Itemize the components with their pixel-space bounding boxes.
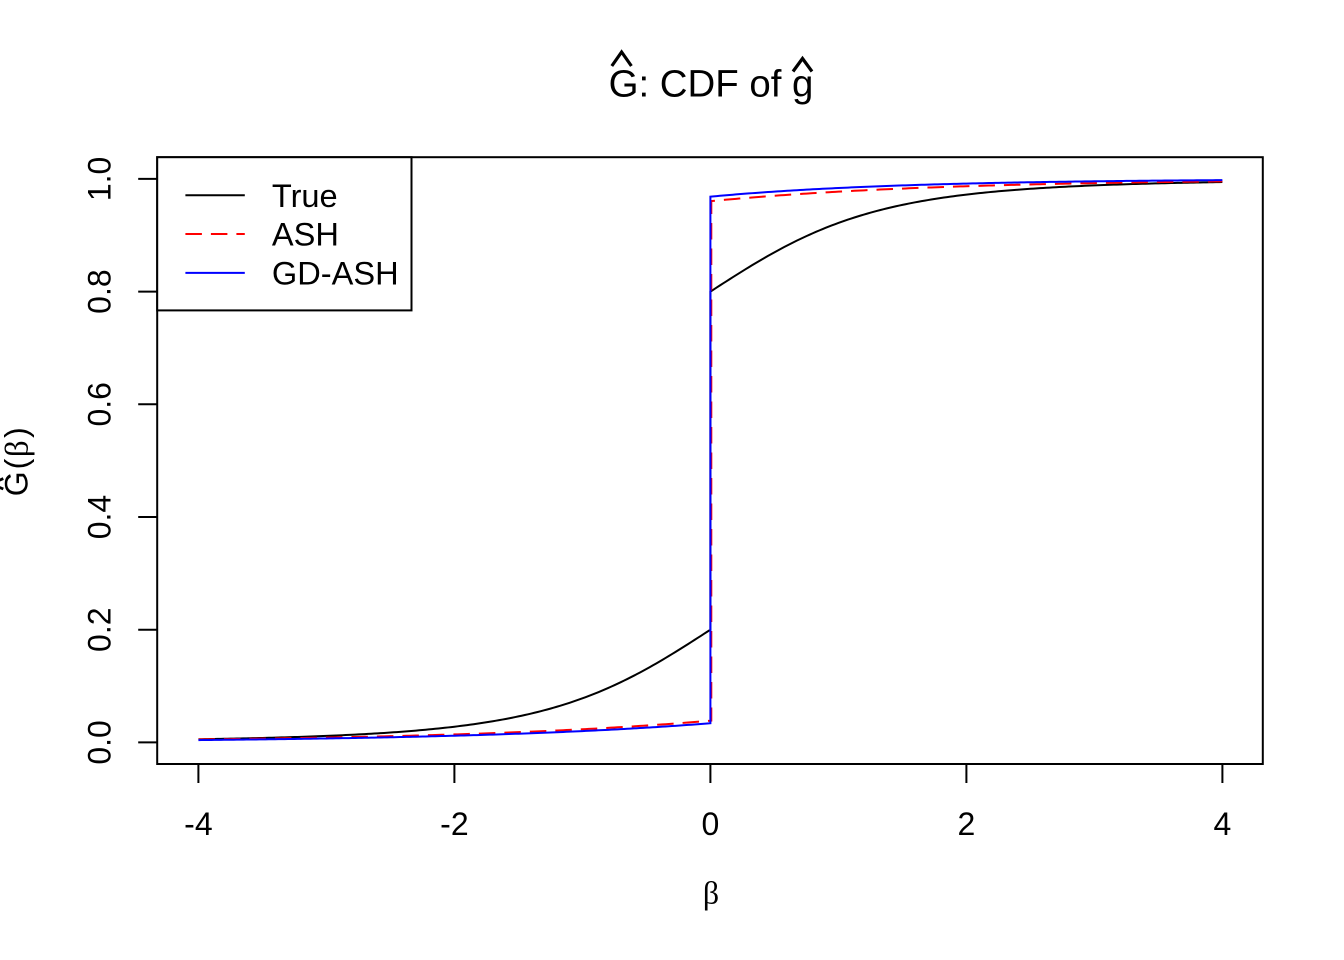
svg-text:(: (	[0, 458, 34, 469]
svg-text:G: CDF of g: G: CDF of g	[609, 63, 814, 106]
svg-text:-2: -2	[440, 806, 468, 842]
svg-text:0.2: 0.2	[82, 607, 118, 651]
svg-text:β: β	[0, 440, 35, 457]
svg-text:1.0: 1.0	[82, 157, 118, 201]
svg-text:ASH: ASH	[272, 216, 339, 253]
svg-text:0.8: 0.8	[82, 269, 118, 313]
svg-text:G: G	[0, 471, 34, 496]
svg-text:-4: -4	[184, 806, 212, 842]
svg-text:0: 0	[702, 806, 720, 842]
svg-text:): )	[0, 427, 34, 438]
svg-text:4: 4	[1214, 806, 1232, 842]
svg-text:GD-ASH: GD-ASH	[272, 255, 399, 292]
svg-text:0.0: 0.0	[82, 720, 118, 764]
svg-text:0.4: 0.4	[82, 495, 118, 539]
svg-text:2: 2	[958, 806, 976, 842]
svg-text:0.6: 0.6	[82, 382, 118, 426]
svg-text:True: True	[272, 177, 338, 214]
svg-text:β: β	[703, 875, 719, 911]
